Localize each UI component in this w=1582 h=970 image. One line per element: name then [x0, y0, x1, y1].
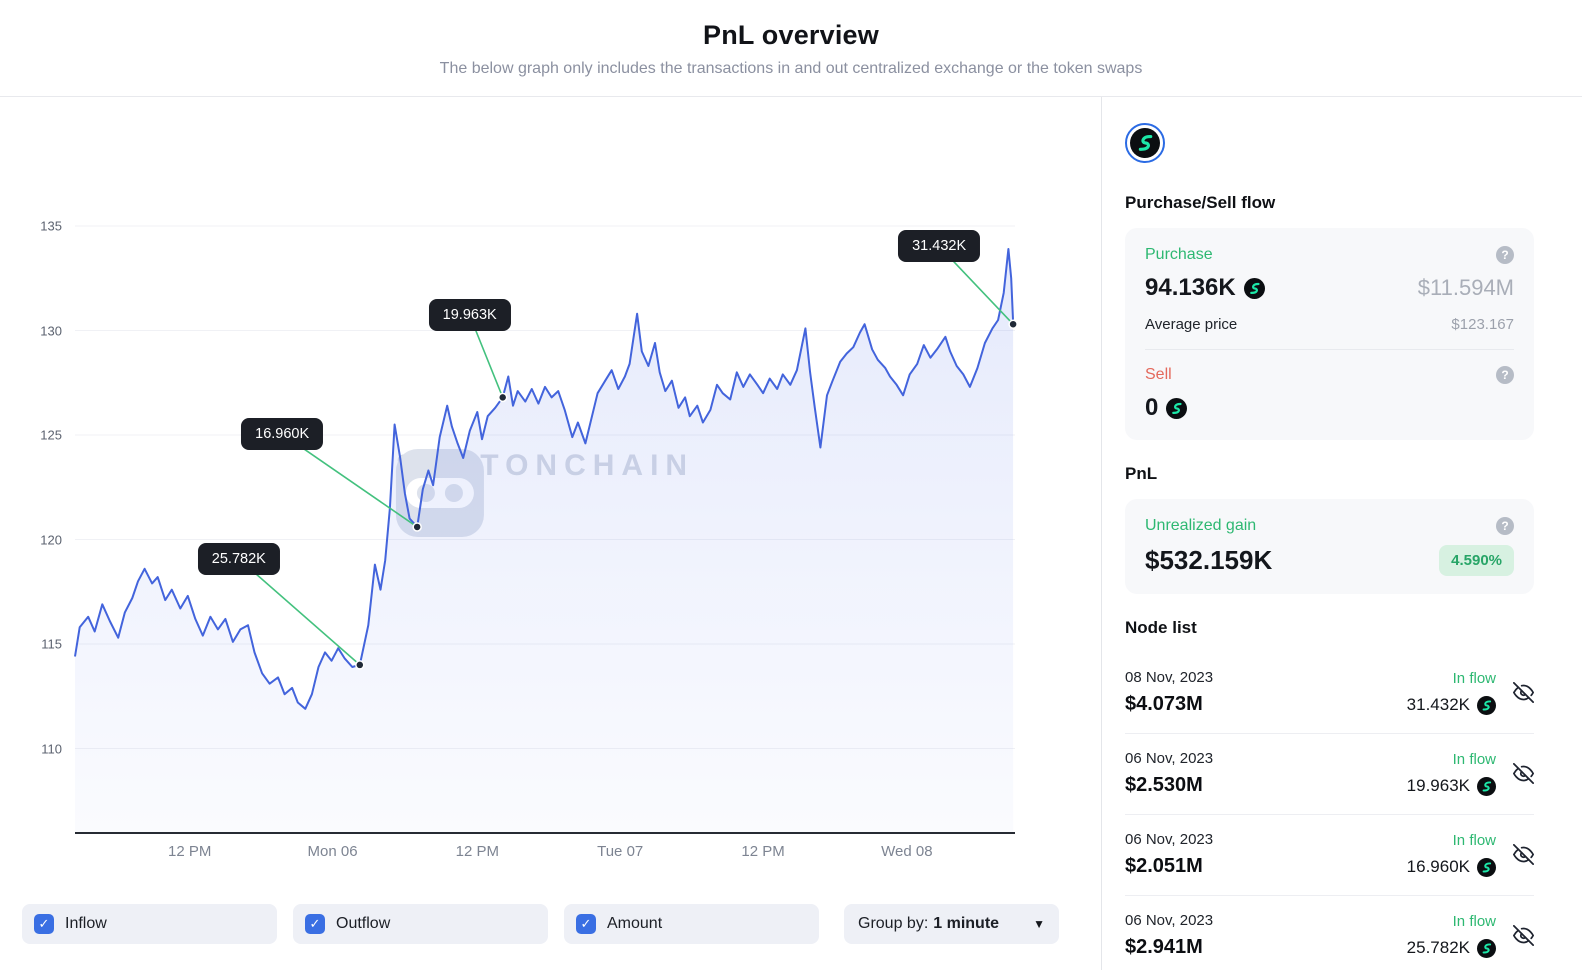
node-date: 06 Nov, 2023: [1125, 912, 1214, 929]
checkbox-label: Outflow: [336, 915, 391, 932]
average-price-label: Average price: [1145, 316, 1238, 333]
x-axis-tick: 12 PM: [455, 843, 499, 860]
pnl-heading: PnL: [1125, 464, 1158, 483]
x-axis-tick: Wed 08: [881, 843, 933, 860]
node-flow-direction: In flow: [1452, 913, 1496, 930]
card-divider: [1145, 349, 1514, 350]
eye-off-icon[interactable]: [1513, 682, 1534, 703]
amount-checkbox-chip[interactable]: ✓ Amount: [564, 904, 819, 944]
y-axis-tick: 135: [40, 218, 62, 234]
page-header: PnL overview The below graph only includ…: [0, 0, 1582, 97]
node-token-amount: 25.782K: [1406, 938, 1470, 957]
purchase-label: Purchase: [1145, 246, 1213, 263]
node-token-amount: 31.432K: [1406, 695, 1470, 714]
outflow-checkbox-chip[interactable]: ✓ Outflow: [293, 904, 548, 944]
annotation-pill: 19.963K: [428, 299, 511, 332]
eye-off-icon[interactable]: [1513, 925, 1534, 946]
help-icon[interactable]: ?: [1496, 517, 1514, 535]
checkbox-checked-icon[interactable]: ✓: [576, 914, 596, 934]
eye-off-icon[interactable]: [1513, 763, 1534, 784]
node-list-item: 06 Nov, 2023 $2.530M In flow 19.963K: [1125, 734, 1534, 815]
node-list: 08 Nov, 2023 $4.073M In flow 31.432K 06 Nov…: [1125, 653, 1534, 970]
node-list-heading: Node list: [1125, 618, 1197, 637]
token-avatar: [1125, 123, 1165, 163]
x-axis-tick: 12 PM: [741, 843, 785, 860]
y-axis-tick: 120: [40, 532, 62, 547]
node-usd-value: $2.941M: [1125, 936, 1203, 958]
token-icon: [1477, 938, 1496, 958]
page-subtitle: The below graph only includes the transa…: [439, 60, 1143, 77]
token-icon: [1166, 397, 1188, 419]
checkbox-checked-icon[interactable]: ✓: [305, 914, 325, 934]
node-usd-value: $2.051M: [1125, 855, 1203, 877]
x-axis-tick: 12 PM: [167, 843, 212, 860]
help-icon[interactable]: ?: [1496, 366, 1514, 384]
chart-controls: ✓ Inflow ✓ Outflow ✓ Amount Group by: 1 minut…: [0, 904, 1101, 944]
node-date: 08 Nov, 2023: [1125, 669, 1214, 686]
unrealized-gain-value: $532.159K: [1145, 545, 1273, 575]
eye-off-icon[interactable]: [1513, 844, 1534, 865]
average-price-value: $123.167: [1451, 316, 1514, 333]
checkbox-checked-icon[interactable]: ✓: [34, 914, 54, 934]
purchase-usd: $11.594M: [1417, 275, 1514, 300]
chevron-down-icon: ▼: [1033, 917, 1045, 931]
node-flow-direction: In flow: [1452, 670, 1496, 687]
node-flow-direction: In flow: [1452, 751, 1496, 768]
node-usd-value: $2.530M: [1125, 774, 1203, 796]
y-axis-tick: 115: [41, 636, 62, 652]
purchase-sell-card: Purchase ? 94.136K $11.594M Average pric…: [1125, 228, 1534, 440]
token-icon: [1477, 857, 1496, 877]
node-flow-direction: In flow: [1452, 832, 1496, 849]
purchase-sell-heading: Purchase/Sell flow: [1125, 193, 1276, 212]
node-usd-value: $4.073M: [1125, 693, 1203, 715]
purchase-amount: 94.136K: [1145, 274, 1236, 301]
sell-label: Sell: [1145, 366, 1172, 383]
node-list-item: 06 Nov, 2023 $2.051M In flow 16.960K: [1125, 815, 1534, 896]
checkbox-label: Amount: [607, 915, 663, 932]
y-axis-tick: 110: [41, 741, 62, 756]
gain-percent-badge: 4.590%: [1439, 545, 1514, 576]
y-axis-tick: 125: [40, 427, 62, 443]
token-icon: [1477, 776, 1496, 796]
token-icon: [1477, 695, 1496, 715]
token-icon: [1243, 277, 1265, 299]
node-token-amount: 16.960K: [1406, 857, 1470, 876]
annotation-pill: 25.782K: [197, 542, 280, 575]
pnl-card: Unrealized gain ? $532.159K 4.590%: [1125, 499, 1534, 594]
group-by-label: Group by:: [858, 915, 929, 932]
inflow-checkbox-chip[interactable]: ✓ Inflow: [22, 904, 277, 944]
annotation-pill: 16.960K: [241, 417, 324, 450]
y-axis-tick: 130: [40, 323, 62, 338]
checkbox-label: Inflow: [65, 915, 107, 932]
annotation-pill: 31.432K: [898, 230, 981, 263]
unrealized-gain-label: Unrealized gain: [1145, 517, 1257, 534]
pnl-chart-svg[interactable]: [74, 211, 1018, 834]
group-by-select[interactable]: Group by: 1 minute ▼: [844, 904, 1059, 944]
page-title: PnL overview: [703, 20, 879, 50]
token-avatar-icon: [1130, 128, 1160, 158]
node-date: 06 Nov, 2023: [1125, 831, 1214, 848]
node-list-item: 08 Nov, 2023 $4.073M In flow 31.432K: [1125, 653, 1534, 734]
group-by-value: 1 minute: [933, 915, 1000, 932]
node-date: 06 Nov, 2023: [1125, 750, 1214, 767]
node-list-item: 06 Nov, 2023 $2.941M In flow 25.782K: [1125, 896, 1534, 970]
sidebar: Purchase/Sell flow Purchase ? 94.136K $1…: [1102, 97, 1582, 970]
x-axis-tick: Mon 06: [307, 843, 358, 860]
node-token-amount: 19.963K: [1406, 776, 1470, 795]
x-axis-tick: Tue 07: [597, 843, 644, 860]
help-icon[interactable]: ?: [1496, 246, 1514, 264]
sell-amount: 0: [1145, 394, 1159, 421]
